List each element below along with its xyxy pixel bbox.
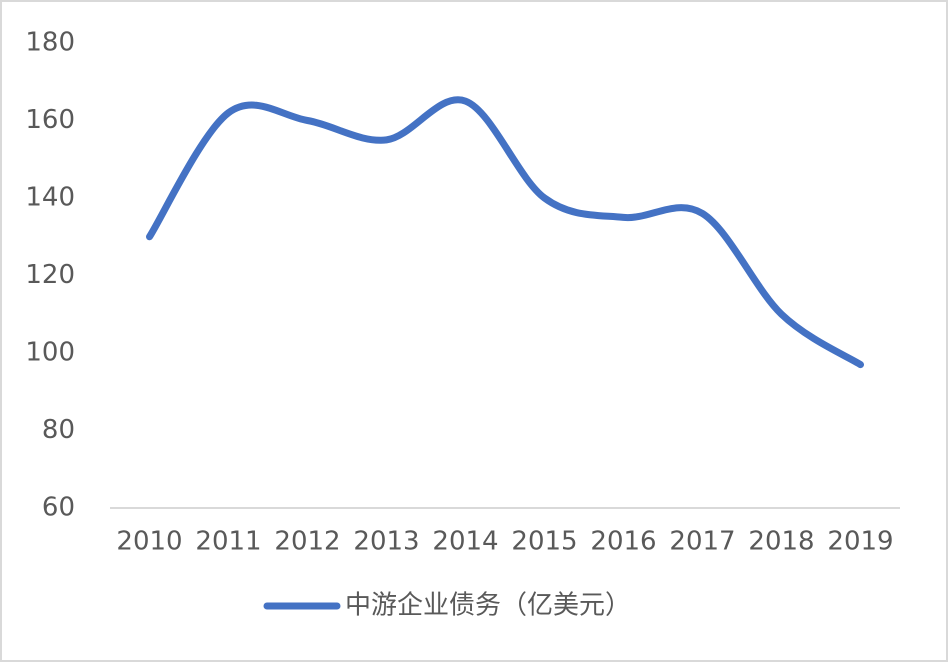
x-tick-label: 2017 (669, 527, 735, 557)
x-tick-label: 2019 (827, 527, 893, 557)
line-series (146, 96, 864, 369)
x-tick-label: 2018 (748, 527, 814, 557)
y-tick-label: 140 (25, 183, 75, 213)
y-tick-label: 120 (25, 260, 75, 290)
x-tick-label: 2011 (195, 527, 261, 557)
x-tick-label: 2014 (432, 527, 498, 557)
x-tick-label: 2016 (590, 527, 656, 557)
x-tick-label: 2013 (353, 527, 419, 557)
legend-label: 中游企业债务（亿美元） (345, 591, 631, 621)
y-tick-label: 180 (25, 28, 75, 58)
y-tick-label: 80 (42, 415, 75, 445)
y-tick-label: 160 (25, 105, 75, 135)
y-tick-label: 60 (42, 493, 75, 523)
x-tick-label: 2015 (511, 527, 577, 557)
y-tick-label: 100 (25, 338, 75, 368)
x-tick-label: 2010 (116, 527, 182, 557)
x-tick-label: 2012 (274, 527, 340, 557)
